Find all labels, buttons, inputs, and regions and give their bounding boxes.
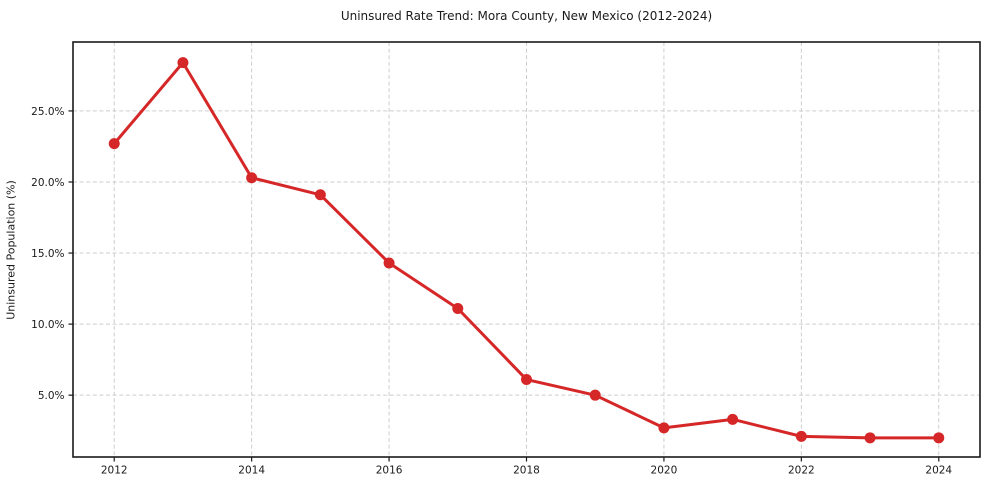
data-point-2015: [314, 189, 326, 201]
data-point-2024: [933, 432, 945, 444]
x-tick-label: 2024: [925, 465, 952, 477]
x-tick-label: 2012: [101, 465, 128, 477]
axes-spines: [72, 41, 981, 458]
data-point-2020: [658, 422, 670, 434]
x-tick-label: 2022: [788, 465, 815, 477]
data-point-2018: [521, 374, 532, 386]
y-tick-label: 20.0%: [31, 177, 64, 189]
data-point-2019: [589, 389, 601, 401]
data-point-2012: [108, 138, 120, 150]
data-point-2014: [246, 172, 258, 184]
data-point-2021: [727, 413, 739, 425]
x-tick-label: 2014: [238, 465, 265, 477]
x-tick-label: 2020: [651, 465, 678, 477]
y-tick-label: 10.0%: [31, 319, 64, 331]
y-tick-label: 25.0%: [31, 106, 64, 118]
y-tick-label: 5.0%: [38, 390, 65, 402]
x-tick-label: 2016: [376, 465, 403, 477]
data-point-2016: [383, 257, 395, 269]
y-tick-label: 15.0%: [31, 248, 64, 260]
data-point-2017: [452, 302, 464, 314]
data-point-2013: [177, 57, 189, 69]
chart-title: Uninsured Rate Trend: Mora County, New M…: [340, 9, 713, 23]
x-tick-label: 2018: [513, 465, 540, 477]
data-point-2022: [795, 430, 807, 442]
data-point-2023: [864, 432, 876, 444]
